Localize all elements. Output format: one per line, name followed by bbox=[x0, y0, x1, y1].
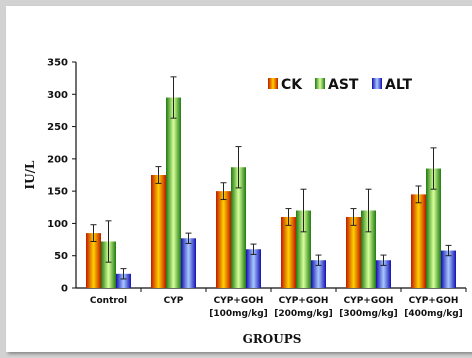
bar-alt-cyp-goh-300mg-kg bbox=[376, 260, 391, 288]
x-tick-label: Control bbox=[90, 296, 127, 306]
legend-swatch-ck bbox=[268, 78, 278, 89]
bar-alt-control bbox=[116, 273, 131, 288]
legend-label-ast: AST bbox=[328, 77, 359, 93]
legend-swatch-ast bbox=[315, 78, 325, 89]
legend-label-ck: CK bbox=[281, 77, 303, 93]
bar-alt-cyp bbox=[181, 238, 196, 288]
y-tick-label: 300 bbox=[47, 90, 68, 101]
y-tick-label: 0 bbox=[61, 284, 68, 295]
bar-ck-cyp-goh-400mg-kg bbox=[411, 194, 426, 288]
bar-alt-cyp-goh-400mg-kg bbox=[441, 250, 456, 288]
legend-swatch-alt bbox=[372, 78, 382, 89]
x-axis-title: GROUPS bbox=[243, 332, 302, 346]
bar-ast-cyp-goh-400mg-kg bbox=[426, 168, 441, 288]
bar-alt-cyp-goh-200mg-kg bbox=[311, 260, 326, 288]
bar-ck-cyp bbox=[151, 175, 166, 288]
y-tick-label: 200 bbox=[47, 154, 68, 165]
bar-ast-control bbox=[101, 241, 116, 288]
y-tick-label: 150 bbox=[47, 187, 68, 198]
bar-ck-cyp-goh-300mg-kg bbox=[346, 216, 361, 288]
x-tick-label: CYP bbox=[164, 296, 184, 306]
bar-ast-cyp-goh-100mg-kg bbox=[231, 167, 246, 288]
bar-ast-cyp-goh-200mg-kg bbox=[296, 210, 311, 288]
y-axis-title: IU/L bbox=[23, 160, 37, 189]
bar-ast-cyp bbox=[166, 97, 181, 288]
x-tick-label: CYP+GOH [400mg/kg] bbox=[404, 296, 463, 319]
y-tick-label: 100 bbox=[47, 219, 68, 230]
bar-ast-cyp-goh-300mg-kg bbox=[361, 210, 376, 288]
x-tick-label: CYP+GOH [200mg/kg] bbox=[274, 296, 333, 319]
legend-label-alt: ALT bbox=[385, 77, 412, 93]
y-tick-label: 350 bbox=[47, 58, 68, 69]
x-tick-label: CYP+GOH [100mg/kg] bbox=[209, 296, 268, 319]
bar-alt-cyp-goh-100mg-kg bbox=[246, 249, 261, 288]
bar-ck-cyp-goh-200mg-kg bbox=[281, 216, 296, 288]
y-tick-label: 50 bbox=[54, 251, 68, 262]
x-tick-label: CYP+GOH [300mg/kg] bbox=[339, 296, 398, 319]
bar-ck-cyp-goh-100mg-kg bbox=[216, 191, 231, 288]
y-tick-label: 250 bbox=[47, 122, 68, 133]
bar-ck-control bbox=[86, 233, 101, 288]
